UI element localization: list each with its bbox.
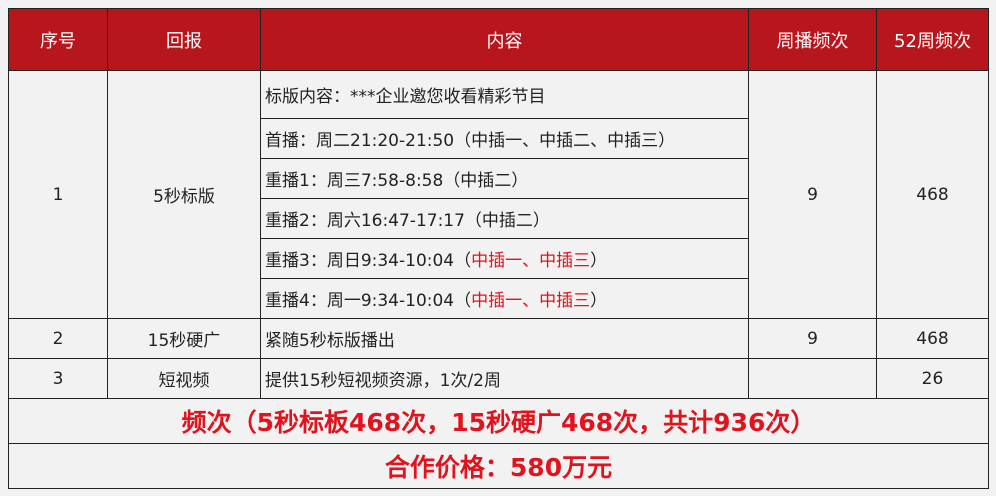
line-tail: ） (590, 251, 608, 271)
col-content: 内容 (260, 8, 749, 71)
content-line: 重播4：周一9:34-10:04（中插一、中插三） (260, 278, 749, 319)
content-line: 首播：周二21:20-21:50（中插一、中插二、中插三） (260, 118, 749, 159)
row-no: 2 (8, 318, 108, 359)
table-row: 3 短视频 提供15秒短视频资源，1次/2周 26 (8, 358, 989, 399)
line-text: 首播：周二21:20-21:50（中插一、中插二、中插三） (265, 131, 676, 151)
row-no: 3 (8, 358, 108, 399)
col-no: 序号 (8, 8, 108, 71)
row-content: 提供15秒短视频资源，1次/2周 (260, 358, 749, 399)
col-item: 回报 (107, 8, 261, 71)
row-yearly: 468 (876, 70, 989, 319)
col-yearly: 52周频次 (876, 8, 989, 71)
highlight-text: 中插一、中插三 (471, 251, 591, 271)
content-line: 重播1：周三7:58-8:58（中插二） (260, 158, 749, 199)
content-line: 标版内容：***企业邀您收看精彩节目 (260, 70, 749, 119)
row-yearly: 468 (876, 318, 989, 359)
header-row: 序号 回报 内容 周播频次 52周频次 (8, 8, 989, 71)
table-row: 1 5秒标版 标版内容：***企业邀您收看精彩节目 9 468 (8, 70, 989, 319)
row-content: 紧随5秒标版播出 (260, 318, 749, 359)
highlight-text: 中插一、中插三 (471, 291, 591, 311)
line-text: 重播3：周日9:34-10:04（ (265, 251, 472, 271)
line-tail: ） (590, 291, 608, 311)
row-item: 5秒标版 (107, 70, 261, 319)
row-weekly (748, 358, 877, 399)
line-text: 重播2：周六16:47-17:17（中插二） (265, 211, 550, 231)
row-item: 短视频 (107, 358, 261, 399)
price-summary: 合作价格：580万元 (8, 443, 989, 489)
table-row: 2 15秒硬广 紧随5秒标版播出 9 468 (8, 318, 989, 359)
content-line: 重播2：周六16:47-17:17（中插二） (260, 198, 749, 239)
row-yearly: 26 (876, 358, 989, 399)
row-weekly: 9 (748, 318, 877, 359)
line-text: 重播4：周一9:34-10:04（ (265, 291, 472, 311)
row-item: 15秒硬广 (107, 318, 261, 359)
line-text: 重播1：周三7:58-8:58（中插二） (265, 171, 529, 191)
frequency-summary: 频次（5秒标板468次，15秒硬广468次，共计936次） (8, 398, 989, 444)
line-text: 标版内容：***企业邀您收看精彩节目 (265, 87, 546, 107)
content-line: 重播3：周日9:34-10:04（中插一、中插三） (260, 238, 749, 279)
media-package-table: 序号 回报 内容 周播频次 52周频次 1 5秒标版 标版内容：***企业邀您收… (8, 8, 989, 489)
row-weekly: 9 (748, 70, 877, 319)
col-weekly: 周播频次 (748, 8, 877, 71)
row-no: 1 (8, 70, 108, 319)
